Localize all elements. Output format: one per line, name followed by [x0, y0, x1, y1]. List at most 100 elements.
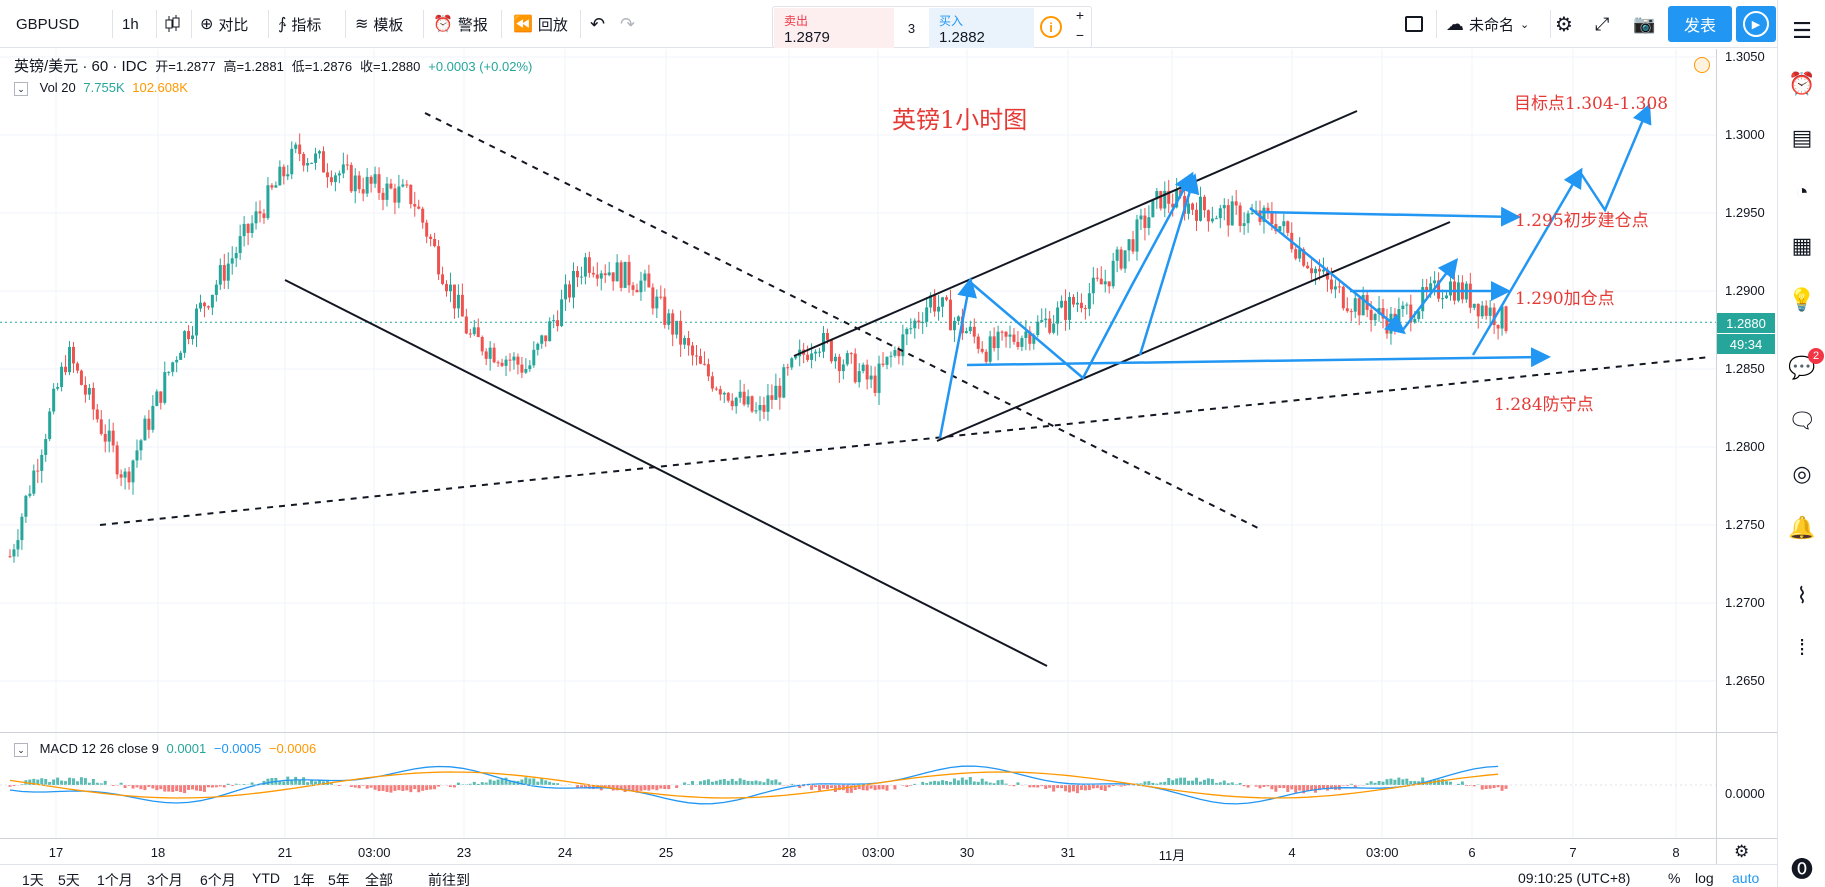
candle-body	[667, 313, 671, 325]
watchlist-button[interactable]: ☰	[1778, 15, 1825, 47]
auto-toggle[interactable]: auto	[1732, 870, 1760, 886]
macd-histogram-bar	[798, 785, 802, 789]
macd-histogram-bar	[187, 785, 191, 790]
indicators-button[interactable]: ∱ 指标	[278, 0, 321, 48]
candle-body	[1441, 298, 1445, 300]
candle-body	[1071, 296, 1075, 305]
macd-histogram-bar	[222, 785, 226, 788]
range-1y[interactable]: 1年	[293, 872, 315, 887]
range-5d[interactable]: 5天	[58, 872, 80, 887]
templates-button[interactable]: ≋ 模板	[355, 0, 403, 48]
plus-icon[interactable]: +	[1075, 7, 1085, 23]
buy-button[interactable]: 买入 1.2882	[929, 8, 1034, 48]
chart-annotation-title[interactable]: 英镑1小时图	[892, 106, 1028, 134]
undo-button[interactable]: ↶	[590, 0, 605, 48]
candle-body	[214, 284, 218, 295]
event-marker[interactable]	[1694, 57, 1710, 73]
macd-legend[interactable]: ⌄ MACD 12 26 close 9 0.0001 −0.0005 −0.0…	[14, 741, 320, 757]
ideas-button[interactable]: 💡	[1778, 284, 1825, 316]
layout-button[interactable]	[1405, 0, 1423, 48]
time-tick-label: 17	[48, 845, 64, 860]
level-arrow-1284	[966, 347, 1551, 368]
macd-histogram-bar	[1496, 785, 1500, 788]
help-button[interactable]: ⓿	[1778, 852, 1825, 884]
range-3m[interactable]: 3个月	[147, 872, 183, 887]
redo-button[interactable]: ↷	[620, 0, 635, 48]
range-5y[interactable]: 5年	[328, 872, 350, 887]
minus-icon[interactable]: −	[1075, 27, 1085, 43]
notifications-button[interactable]: 🔔	[1778, 512, 1825, 544]
macd-zero-label: 0.0000	[1725, 786, 1765, 801]
macd-histogram-bar	[71, 778, 75, 785]
candle-body	[861, 364, 865, 372]
candle-body	[829, 340, 833, 362]
candle-body	[1381, 308, 1385, 319]
candle-body	[492, 347, 496, 363]
price-chart[interactable]	[0, 49, 1777, 864]
annotation-target[interactable]: 目标点1.304-1.308	[1514, 94, 1669, 114]
message-icon: 🗨	[1788, 408, 1816, 433]
interval-button[interactable]: 1h	[122, 0, 139, 48]
compare-button[interactable]: ⊕ 对比	[200, 0, 248, 48]
annotation-entry-1[interactable]: 1.295初步建仓点	[1515, 211, 1649, 231]
square-icon	[1405, 16, 1423, 32]
indicators-label: 指标	[291, 16, 322, 34]
layout-name-button[interactable]: ☁ 未命名 ⌄	[1446, 0, 1529, 48]
macd-histogram-bar	[1187, 780, 1191, 785]
hotlist-button[interactable]: ◔	[1778, 176, 1825, 208]
macd-histogram-bar	[131, 785, 135, 789]
symbol-search[interactable]: GBPUSD	[16, 0, 79, 48]
alert-button[interactable]: ⏰ 警报	[433, 0, 488, 48]
candle-body	[361, 189, 365, 194]
goto-button[interactable]: 前往到	[428, 872, 470, 887]
macd-histogram-bar	[722, 779, 726, 785]
messages-button[interactable]: 🗨	[1778, 405, 1825, 437]
range-6m[interactable]: 6个月	[200, 872, 236, 887]
screenshot-button[interactable]: 📷	[1633, 0, 1655, 48]
sell-button[interactable]: 卖出 1.2879	[774, 8, 894, 48]
macd-histogram-bar	[8, 785, 12, 787]
calendar-button[interactable]: ▦	[1778, 230, 1825, 262]
live-button[interactable]: ▶	[1736, 6, 1776, 42]
collapse-icon[interactable]: ⌄	[14, 82, 28, 96]
range-ytd[interactable]: YTD	[252, 870, 280, 886]
candle-body	[433, 239, 437, 247]
annotation-defense[interactable]: 1.284防守点	[1494, 395, 1594, 415]
range-1d[interactable]: 1天	[22, 872, 44, 887]
chart-trend-button[interactable]: ⌇	[1778, 580, 1825, 612]
replay-button[interactable]: ⏪ 回放	[513, 0, 568, 48]
settings-button[interactable]: ⚙	[1555, 0, 1573, 48]
macd-histogram-bar	[1056, 785, 1060, 789]
alerts-button[interactable]: ⏰	[1778, 68, 1825, 100]
candle-body	[1345, 308, 1349, 312]
axis-settings-button[interactable]: ⚙	[1734, 842, 1749, 862]
macd-histogram-bar	[512, 780, 516, 785]
annotation-entry-2[interactable]: 1.290加仓点	[1515, 289, 1615, 309]
macd-histogram-bar	[28, 779, 32, 785]
range-1m[interactable]: 1个月	[97, 872, 133, 887]
volume-legend[interactable]: ⌄ Vol 20 7.755K 102.608K	[14, 80, 192, 96]
macd-histogram-bar	[68, 777, 72, 785]
publish-button[interactable]: 发表	[1668, 6, 1732, 42]
clock-label[interactable]: 09:10:25 (UTC+8)	[1518, 870, 1631, 886]
fullscreen-button[interactable]: ⤢	[1595, 0, 1609, 48]
macd-histogram-bar	[1318, 785, 1322, 791]
pane-separator[interactable]	[0, 732, 1777, 733]
more-button[interactable]: ⁞	[1778, 632, 1825, 664]
collapse-icon[interactable]: ⌄	[14, 743, 28, 757]
macd-histogram-bar	[691, 780, 695, 785]
macd-histogram-bar	[742, 779, 746, 785]
candle-body	[623, 261, 627, 288]
info-icon[interactable]: i	[1040, 16, 1062, 38]
current-price-label: 1.2880	[1717, 313, 1775, 333]
macd-histogram-bar	[1381, 781, 1385, 785]
macd-histogram-bar	[988, 782, 992, 785]
streams-button[interactable]: ◎	[1778, 458, 1825, 490]
percent-toggle[interactable]: %	[1668, 870, 1681, 886]
data-window-button[interactable]: ▤	[1778, 122, 1825, 154]
candle-body	[127, 471, 131, 483]
log-toggle[interactable]: log	[1695, 870, 1714, 886]
range-all[interactable]: 全部	[365, 872, 393, 887]
interval-label: 1h	[122, 15, 139, 33]
chart-type-button[interactable]	[164, 0, 180, 48]
